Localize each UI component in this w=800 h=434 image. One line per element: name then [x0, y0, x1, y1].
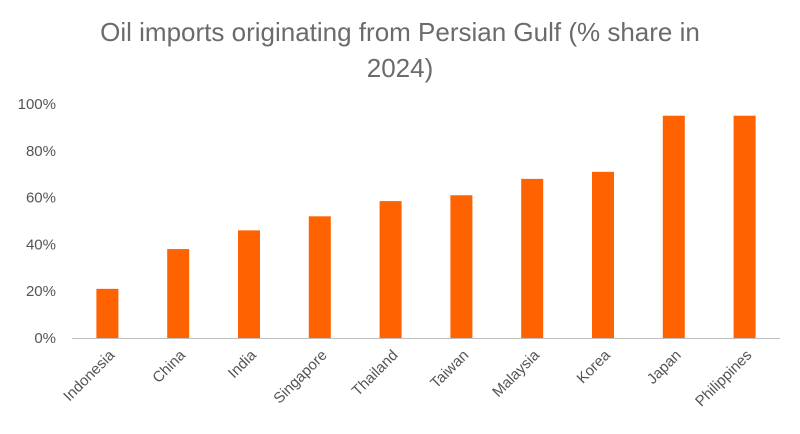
x-tick-label-singapore: Singapore [270, 347, 330, 407]
y-tick-label: 0% [34, 330, 56, 347]
bar-korea [592, 171, 614, 338]
chart-title-line-2: 2024) [366, 53, 434, 83]
x-tick-label-taiwan: Taiwan [427, 347, 472, 392]
y-tick-label: 100% [18, 96, 56, 113]
chart-title: Oil imports originating from Persian Gul… [0, 14, 800, 86]
x-tick-label-japan: Japan [644, 347, 685, 388]
y-tick-label: 40% [26, 236, 56, 253]
x-axis-labels: Indonesia China India Singapore Thailand Taiw… [60, 346, 755, 410]
x-tick-label-indonesia: Indonesia [60, 346, 118, 404]
bar-thailand [379, 201, 402, 338]
bar-philippines [733, 115, 756, 338]
y-tick-label: 20% [26, 283, 56, 300]
bar-malaysia [521, 178, 544, 338]
x-tick-label-india: India [225, 346, 260, 381]
bar-china [167, 249, 190, 338]
bar-india [238, 230, 260, 338]
x-tick-label-thailand: Thailand [349, 347, 402, 400]
x-tick-label-china: China [149, 346, 189, 386]
y-axis: 0% 20% 40% 60% 80% 100% [18, 96, 56, 347]
bar-series [96, 115, 756, 338]
bar-singapore [308, 216, 331, 338]
y-tick-label: 80% [26, 143, 56, 160]
x-tick-label-philippines: Philippines [692, 347, 755, 410]
bar-taiwan [450, 195, 473, 338]
y-tick-label: 60% [26, 190, 56, 207]
x-tick-label-malaysia: Malaysia [489, 346, 543, 400]
x-tick-label-korea: Korea [574, 346, 615, 387]
bar-japan [662, 115, 685, 338]
chart-title-line-1: Oil imports originating from Persian Gul… [100, 17, 700, 47]
bar-indonesia [96, 288, 119, 338]
